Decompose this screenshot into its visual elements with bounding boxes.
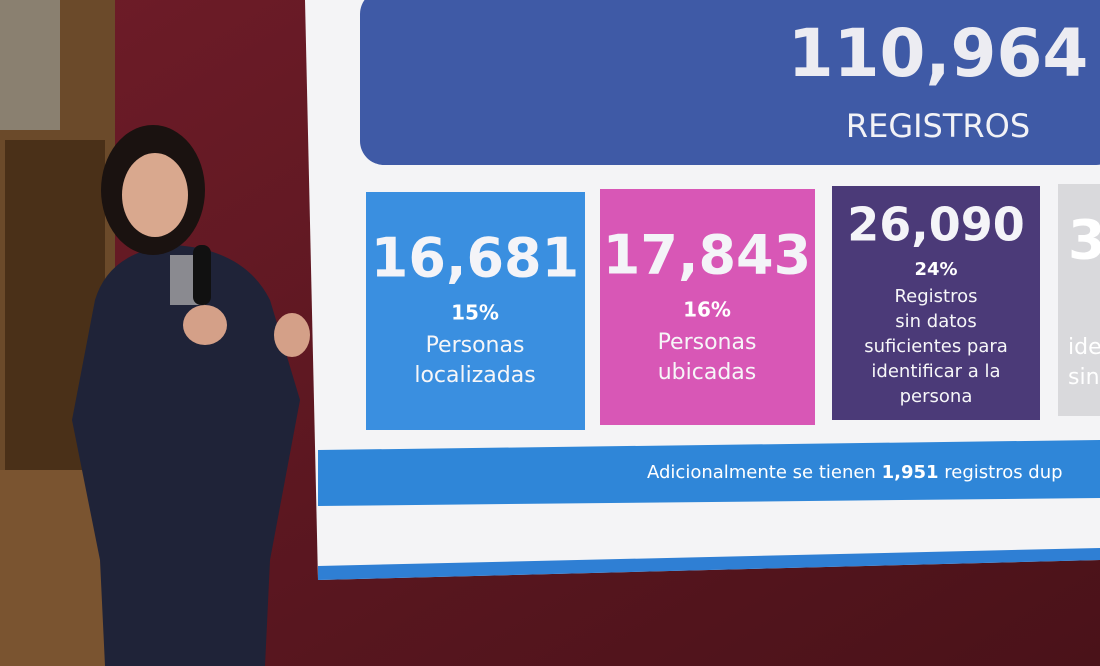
speaker-face xyxy=(122,153,188,237)
wall xyxy=(0,0,60,130)
card-text: sin datos xyxy=(895,311,976,332)
card-text: identificar a la xyxy=(871,361,1000,382)
card-text: Personas xyxy=(658,330,757,355)
footer-before: Adicionalmente se tienen xyxy=(647,462,876,483)
speaker-hand xyxy=(274,313,310,357)
card xyxy=(366,192,585,430)
card xyxy=(832,186,1040,420)
footer-number: 1,951 xyxy=(882,462,939,483)
speaker-body xyxy=(72,245,300,666)
card-text: ubicadas xyxy=(658,360,757,385)
card-number: 16,681 xyxy=(371,227,579,290)
card-number: 26,090 xyxy=(847,198,1025,252)
header-box xyxy=(360,0,1100,165)
screen-bottom-stripe xyxy=(318,548,1100,580)
footer-text: Adicionalmente se tienen 1,951 registros… xyxy=(647,462,1063,483)
footer-bar xyxy=(318,440,1100,506)
card-text: Registros xyxy=(894,286,977,307)
footer-after: registros dup xyxy=(944,462,1062,483)
card-percent: 16% xyxy=(683,298,731,322)
speaker-hand xyxy=(183,305,227,345)
card-text: suficientes para xyxy=(864,336,1008,357)
card-text: persona xyxy=(900,386,973,407)
card xyxy=(1058,184,1100,416)
microphone xyxy=(193,245,211,305)
card-percent: 24% xyxy=(914,259,957,280)
card-number: 3 xyxy=(1068,209,1100,272)
card-number: 17,843 xyxy=(603,224,811,287)
total: 110,964 xyxy=(788,15,1089,92)
card xyxy=(600,189,815,425)
card-text: sin xyxy=(1068,365,1100,390)
card-percent: 15% xyxy=(451,301,499,325)
total-label: REGISTROS xyxy=(846,107,1030,145)
card-text: ide xyxy=(1068,335,1100,360)
card-text: Personas xyxy=(426,333,525,358)
card-text: localizadas xyxy=(414,363,535,388)
